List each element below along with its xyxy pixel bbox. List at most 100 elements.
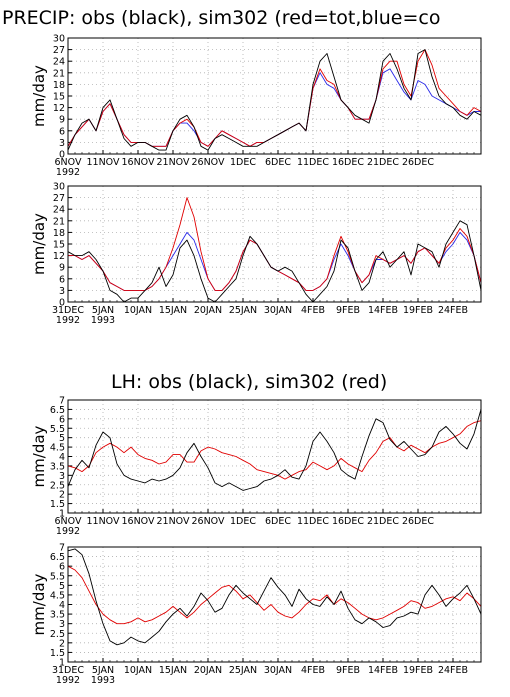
y-tick-label: 2.5 bbox=[50, 480, 65, 491]
x-tick-label: 9FEB bbox=[336, 665, 360, 676]
x-tick-label: 5JAN bbox=[92, 305, 114, 316]
y-tick-label: 27 bbox=[53, 193, 65, 204]
plot-frame bbox=[67, 546, 482, 663]
x-tick-label: 26DEC bbox=[402, 157, 434, 168]
lh-title: LH: obs (black), sim302 (red) bbox=[111, 371, 387, 393]
x-tick-label: 20JAN bbox=[194, 665, 222, 676]
x-tick-label: 31DEC bbox=[52, 665, 84, 676]
y-tick-label: 24 bbox=[53, 57, 65, 68]
x-tick-label: 25JAN bbox=[229, 665, 257, 676]
y-tick-label: 3 bbox=[59, 138, 65, 149]
y-tick-label: 5.5 bbox=[50, 424, 65, 435]
y-tick-label: 12 bbox=[53, 103, 65, 114]
y-tick-label: 3 bbox=[59, 286, 65, 297]
series-line-0 bbox=[67, 548, 482, 646]
y-tick-label: 15 bbox=[53, 92, 65, 103]
x-tick-label: 21NOV bbox=[156, 157, 190, 168]
plot-frame bbox=[67, 185, 482, 303]
y-tick-label: 4 bbox=[59, 452, 65, 463]
x-tick-label: 11DEC bbox=[297, 516, 329, 527]
plot-frame bbox=[67, 399, 482, 514]
y-tick-label: 0 bbox=[59, 298, 65, 309]
y-tick-label: 0 bbox=[59, 150, 65, 161]
y-tick-label: 27 bbox=[53, 45, 65, 56]
x-tick-label: 16DEC bbox=[332, 516, 364, 527]
y-axis-label: mm/day bbox=[30, 425, 48, 487]
x-tick-label: 1DEC bbox=[230, 516, 256, 527]
y-tick-label: 3 bbox=[59, 471, 65, 482]
y-tick-label: 5.5 bbox=[50, 571, 65, 582]
series-line-1 bbox=[67, 420, 482, 480]
y-tick-label: 4 bbox=[59, 600, 65, 611]
series-line-1 bbox=[68, 197, 482, 291]
y-tick-label: 1 bbox=[59, 509, 65, 520]
x-tick-label: 21DEC bbox=[367, 516, 399, 527]
x-tick-label: 30JAN bbox=[264, 305, 292, 316]
x-tick-label: 26DEC bbox=[402, 516, 434, 527]
y-tick-label: 6.5 bbox=[50, 405, 65, 416]
x-tick-label: 15JAN bbox=[159, 305, 187, 316]
series-line-0 bbox=[67, 49, 482, 151]
y-tick-label: 2 bbox=[59, 638, 65, 649]
series-line-0 bbox=[67, 409, 482, 491]
y-tick-label: 1.5 bbox=[50, 648, 65, 659]
x-tick-label: 21NOV bbox=[156, 516, 190, 527]
x-tick-label: 6DEC bbox=[265, 516, 291, 527]
x-tick-year-label: 1992 bbox=[56, 526, 80, 537]
x-tick-year-label: 1992 bbox=[56, 167, 80, 178]
y-tick-label: 2 bbox=[59, 490, 65, 501]
x-tick-label: 30JAN bbox=[264, 665, 292, 676]
series-line-2 bbox=[67, 68, 481, 147]
x-tick-label: 11DEC bbox=[297, 157, 329, 168]
x-tick-year-label: 1993 bbox=[91, 315, 115, 326]
y-tick-label: 9 bbox=[59, 115, 65, 126]
y-tick-label: 15 bbox=[53, 240, 65, 251]
x-tick-label: 15JAN bbox=[159, 665, 187, 676]
x-tick-label: 26NOV bbox=[191, 516, 225, 527]
x-tick-label: 25JAN bbox=[229, 305, 257, 316]
x-tick-label: 21DEC bbox=[367, 157, 399, 168]
y-tick-label: 21 bbox=[53, 68, 65, 79]
x-tick-label: 6NOV bbox=[55, 157, 82, 168]
x-tick-label: 31DEC bbox=[52, 305, 84, 316]
y-axis-label: mm/day bbox=[30, 573, 48, 635]
y-tick-label: 4.5 bbox=[50, 590, 65, 601]
precip-title: PRECIP: obs (black), sim302 (red=tot,blu… bbox=[2, 7, 440, 29]
y-tick-label: 3.5 bbox=[50, 610, 65, 621]
y-tick-label: 6 bbox=[59, 126, 65, 137]
y-tick-label: 3 bbox=[59, 619, 65, 630]
series-line-2 bbox=[68, 231, 482, 291]
x-tick-label: 16NOV bbox=[121, 157, 155, 168]
y-tick-label: 1.5 bbox=[50, 499, 65, 510]
y-tick-label: 5 bbox=[59, 581, 65, 592]
y-tick-label: 6 bbox=[59, 562, 65, 573]
y-tick-label: 18 bbox=[53, 80, 65, 91]
y-axis-label: mm/day bbox=[30, 213, 48, 275]
x-tick-label: 11NOV bbox=[86, 516, 120, 527]
y-tick-label: 30 bbox=[53, 182, 65, 193]
x-tick-year-label: 1992 bbox=[56, 315, 80, 326]
plot-frame bbox=[67, 37, 482, 155]
x-tick-label: 6NOV bbox=[55, 516, 82, 527]
x-tick-label: 10JAN bbox=[124, 665, 152, 676]
y-tick-label: 7 bbox=[59, 396, 65, 407]
lh-panel-jan-feb: 11.522.533.544.555.566.5731DEC19925JAN19… bbox=[30, 543, 482, 686]
x-tick-label: 19FEB bbox=[403, 305, 433, 316]
y-axis-label: mm/day bbox=[30, 65, 48, 127]
x-tick-label: 16DEC bbox=[332, 157, 364, 168]
x-tick-label: 14FEB bbox=[368, 665, 398, 676]
x-tick-label: 24FEB bbox=[438, 305, 468, 316]
y-tick-label: 24 bbox=[53, 205, 65, 216]
x-tick-year-label: 1993 bbox=[91, 675, 115, 686]
x-tick-label: 10JAN bbox=[124, 305, 152, 316]
y-tick-label: 12 bbox=[53, 251, 65, 262]
x-tick-label: 19FEB bbox=[403, 665, 433, 676]
x-tick-label: 4FEB bbox=[301, 305, 325, 316]
y-tick-label: 4.5 bbox=[50, 443, 65, 454]
series-line-1 bbox=[67, 565, 482, 625]
y-tick-label: 7 bbox=[59, 543, 65, 554]
